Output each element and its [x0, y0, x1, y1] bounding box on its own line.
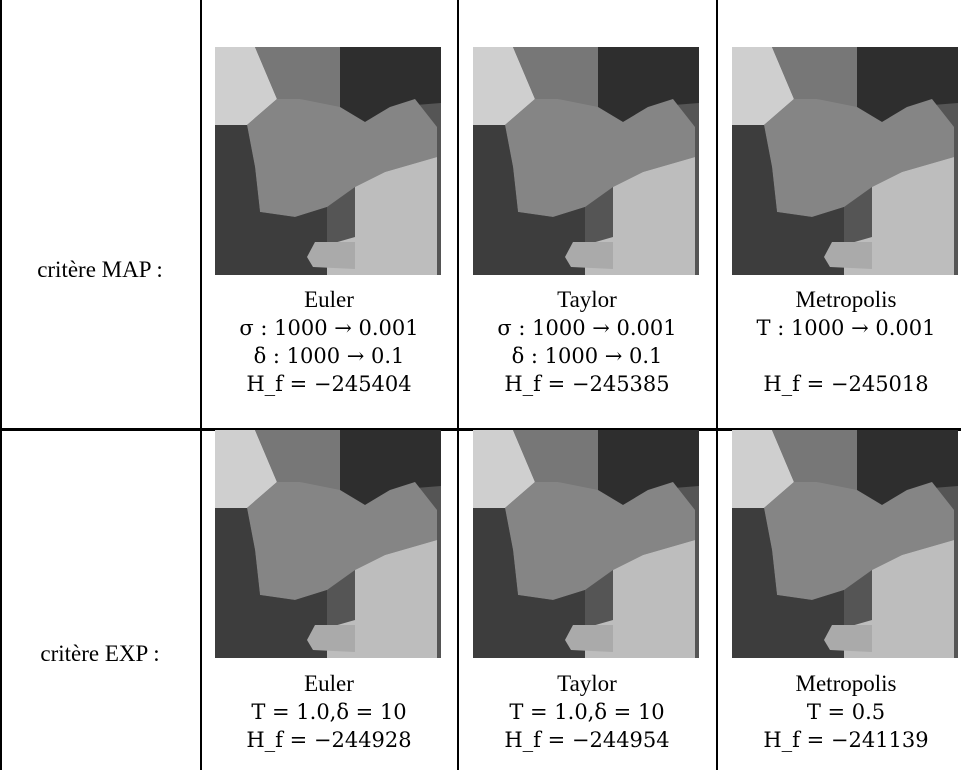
- energy-value: H_f = −241139: [763, 728, 929, 752]
- map-taylor-caption: Taylor σ : 1000 → 0.001 δ : 1000 → 0.1 H…: [458, 286, 716, 398]
- exp-euler-caption: Euler T = 1.0,δ = 10 H_f = −244928: [200, 670, 458, 754]
- map-euler-caption: Euler σ : 1000 → 0.001 δ : 1000 → 0.1 H_…: [200, 286, 458, 398]
- exp-taylor-image: [473, 430, 699, 658]
- map-taylor-image: [473, 47, 699, 275]
- table-divider-2: [457, 0, 459, 770]
- method-name: Euler: [304, 287, 354, 312]
- row-separator: [0, 428, 961, 431]
- energy-value: H_f = −245385: [504, 372, 670, 396]
- row-label-exp: critère EXP :: [40, 641, 160, 666]
- method-name: Taylor: [557, 287, 617, 312]
- method-name: Taylor: [557, 671, 617, 696]
- param-line: σ : 1000 → 0.001: [497, 316, 677, 340]
- energy-value: H_f = −244954: [504, 728, 670, 752]
- table-divider-3: [716, 0, 718, 770]
- param-line: T : 1000 → 0.001: [756, 316, 936, 340]
- table-border-left: [0, 0, 2, 770]
- method-name: Euler: [304, 671, 354, 696]
- map-euler-image: [215, 47, 441, 275]
- param-line: [717, 342, 961, 370]
- method-name: Metropolis: [795, 671, 897, 696]
- energy-value: H_f = −244928: [246, 728, 412, 752]
- param-line: T = 1.0,δ = 10: [251, 700, 407, 724]
- param-line: T = 1.0,δ = 10: [509, 700, 665, 724]
- table-divider-1: [200, 0, 202, 770]
- method-name: Metropolis: [795, 287, 897, 312]
- exp-euler-image: [215, 430, 441, 658]
- map-metropolis-caption: Metropolis T : 1000 → 0.001 H_f = −24501…: [717, 286, 961, 398]
- energy-value: H_f = −245018: [763, 372, 929, 396]
- map-metropolis-image: [732, 47, 958, 275]
- param-line: δ : 1000 → 0.1: [511, 344, 663, 368]
- exp-metropolis-caption: Metropolis T = 0.5 H_f = −241139: [717, 670, 961, 754]
- param-line: σ : 1000 → 0.001: [239, 316, 419, 340]
- exp-metropolis-image: [732, 430, 958, 658]
- exp-taylor-caption: Taylor T = 1.0,δ = 10 H_f = −244954: [458, 670, 716, 754]
- row-label-map: critère MAP :: [37, 257, 163, 282]
- param-line: T = 0.5: [806, 700, 886, 724]
- param-line: δ : 1000 → 0.1: [253, 344, 405, 368]
- energy-value: H_f = −245404: [246, 372, 412, 396]
